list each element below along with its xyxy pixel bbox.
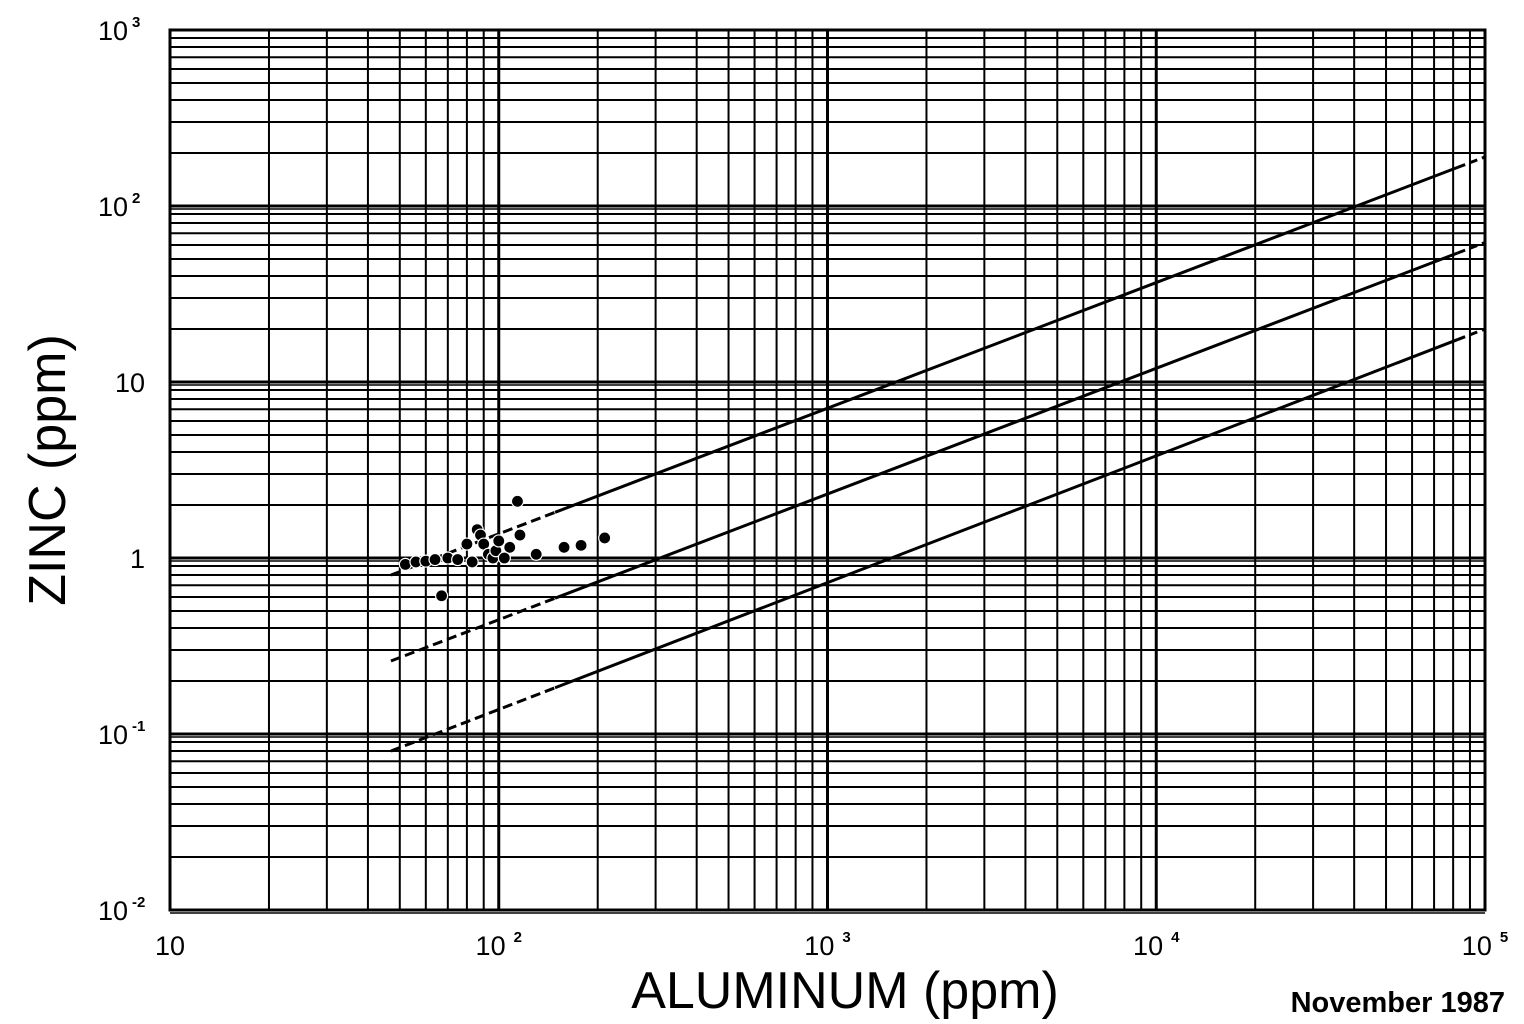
reference-line bbox=[554, 165, 1459, 514]
x-tick-label: 10 5 bbox=[1462, 929, 1508, 961]
reference-line-dashed bbox=[1457, 327, 1486, 341]
tick-base: 10 bbox=[804, 931, 834, 961]
tick-base: 10 bbox=[1462, 931, 1492, 961]
tick-base: 1 bbox=[130, 544, 145, 574]
reference-line-dashed bbox=[1457, 241, 1486, 255]
data-point bbox=[398, 557, 412, 571]
x-tick-labels: 10 10 2 10 3 10 4 10 5 bbox=[155, 929, 1508, 961]
y-tick-label: 10 bbox=[98, 720, 128, 750]
data-point bbox=[465, 555, 479, 569]
y-tick-exponent: 3 bbox=[132, 14, 140, 31]
tick-exponent: 2 bbox=[514, 929, 522, 946]
tick-base: 10 bbox=[1133, 931, 1163, 961]
data-point bbox=[428, 552, 442, 567]
x-tick-label: 10 4 bbox=[1133, 929, 1180, 961]
tick-base: 10 bbox=[115, 368, 145, 398]
y-tick-exponent: -1 bbox=[132, 718, 145, 735]
minor-grid bbox=[170, 30, 1485, 910]
date-annotation: November 1987 bbox=[1291, 987, 1505, 1019]
y-tick-label: 10 bbox=[115, 368, 145, 398]
data-point bbox=[460, 537, 474, 551]
y-axis-title: ZINC (ppm) bbox=[19, 334, 77, 606]
tick-base: 10 bbox=[476, 931, 506, 961]
y-tick-label: 10 bbox=[98, 192, 128, 222]
data-point bbox=[451, 552, 465, 567]
reference-line-dashed bbox=[390, 596, 556, 663]
y-tick-label: 10 bbox=[98, 16, 128, 46]
tick-exponent: 3 bbox=[842, 929, 850, 946]
reference-line bbox=[554, 251, 1459, 600]
data-point bbox=[598, 531, 612, 545]
reference-line-dashed bbox=[1457, 155, 1486, 169]
y-tick-label: 10 bbox=[98, 896, 128, 926]
tick-base: 10 bbox=[98, 720, 128, 750]
data-point bbox=[574, 538, 588, 552]
tick-base: 10 bbox=[98, 192, 128, 222]
tick-exponent: 4 bbox=[1171, 929, 1180, 946]
data-point bbox=[434, 589, 449, 603]
data-point bbox=[497, 551, 511, 565]
data-point bbox=[513, 528, 527, 542]
tick-base: 10 bbox=[98, 16, 128, 46]
data-point bbox=[492, 534, 506, 548]
data-point bbox=[510, 494, 525, 508]
plot-frame bbox=[168, 28, 1487, 912]
x-axis-title: ALUMINUM (ppm) bbox=[631, 962, 1059, 1020]
x-tick-label: 10 bbox=[155, 931, 185, 961]
tick-base: 10 bbox=[155, 931, 185, 961]
reference-lines bbox=[390, 155, 1486, 753]
tick-exponent: 5 bbox=[1500, 929, 1508, 946]
tick-base: 10 bbox=[98, 896, 128, 926]
y-tick-exponent: 2 bbox=[132, 190, 140, 207]
data-point bbox=[557, 540, 571, 554]
y-tick-label: 1 bbox=[130, 544, 145, 574]
x-tick-label: 10 3 bbox=[804, 929, 850, 961]
x-tick-label: 10 2 bbox=[476, 929, 522, 961]
data-points bbox=[398, 494, 612, 603]
data-point bbox=[529, 547, 543, 561]
y-tick-exponent: -2 bbox=[132, 894, 145, 911]
reference-line bbox=[554, 338, 1459, 690]
data-point bbox=[503, 540, 517, 554]
